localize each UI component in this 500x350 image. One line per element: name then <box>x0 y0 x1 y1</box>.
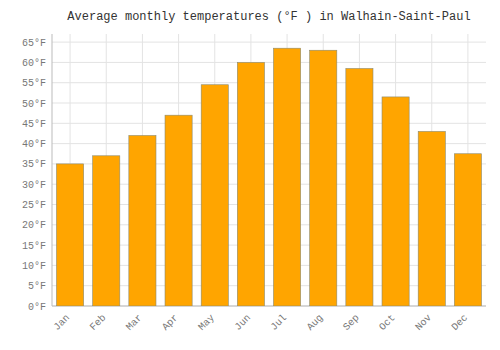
x-tick-label: Oct <box>377 312 398 333</box>
x-tick-label: Feb <box>88 312 109 333</box>
x-tick-label: Nov <box>413 312 434 333</box>
x-tick-label: Mar <box>124 312 145 333</box>
axes: 0°F 5°F 10°F 15°F 20°F 25°F 30°F 35°F 40°F 45°F 50… <box>22 34 486 333</box>
x-tick-label: Jan <box>52 312 73 333</box>
bar <box>310 50 337 306</box>
y-grid-line <box>52 123 486 124</box>
grid <box>52 34 486 306</box>
y-tick-label: 5°F <box>28 281 46 292</box>
bar <box>454 154 481 306</box>
bars <box>57 48 482 306</box>
y-tick-label: 25°F <box>22 200 46 211</box>
bar <box>201 85 228 306</box>
y-tick-label: 10°F <box>22 261 46 272</box>
x-tick-label: Sep <box>341 312 362 333</box>
y-tick-label: 45°F <box>22 119 46 130</box>
y-tick-label: 35°F <box>22 159 46 170</box>
x-tick-label: May <box>196 312 217 333</box>
y-tick-label: 20°F <box>22 220 46 231</box>
bar <box>237 62 264 306</box>
x-tick-label: Aug <box>305 312 326 333</box>
bar <box>382 97 409 306</box>
bar <box>274 48 301 306</box>
bar <box>93 156 120 306</box>
title: Average monthly temperatures (°F ) in Wa… <box>67 10 470 24</box>
bar <box>165 115 192 306</box>
y-tick-label: 40°F <box>22 139 46 150</box>
x-tick-label: Jun <box>233 312 254 333</box>
y-tick-label: 60°F <box>22 58 46 69</box>
bar <box>57 164 84 306</box>
bar <box>129 135 156 306</box>
x-tick-label: Dec <box>450 312 471 333</box>
y-tick-label: 0°F <box>28 302 46 313</box>
y-tick-label: 30°F <box>22 180 46 191</box>
y-grid-line <box>52 82 486 83</box>
y-tick-label: 65°F <box>22 38 46 49</box>
y-grid-line <box>52 42 486 43</box>
y-axis-line <box>52 34 53 306</box>
chart-container: Average monthly temperatures (°F ) in Wa… <box>0 0 500 350</box>
bar <box>418 131 445 306</box>
y-grid-line <box>52 62 486 63</box>
x-tick-label: Apr <box>160 312 181 333</box>
y-tick-label: 50°F <box>22 99 46 110</box>
bar <box>346 69 373 306</box>
y-grid-line <box>52 103 486 104</box>
y-tick-label: 55°F <box>22 78 46 89</box>
x-tick-label: Jul <box>269 312 290 333</box>
chart: Average monthly temperatures (°F ) in Wa… <box>0 0 500 350</box>
y-tick-label: 15°F <box>22 241 46 252</box>
